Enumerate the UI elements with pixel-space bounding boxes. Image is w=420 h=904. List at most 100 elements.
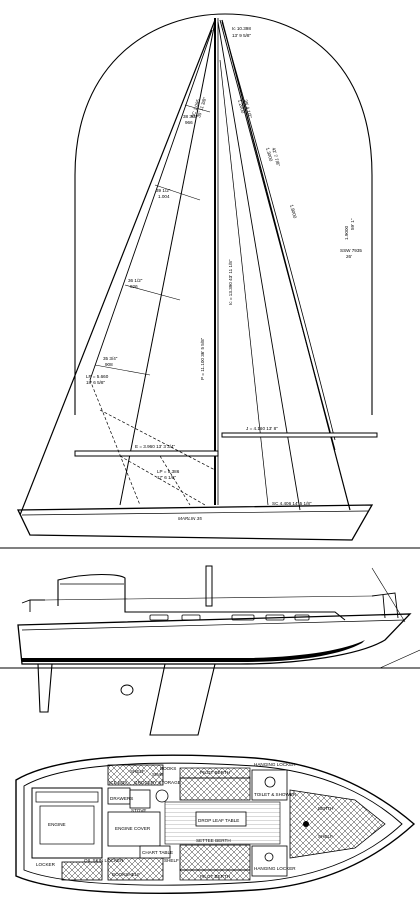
upper-mark-4: 42' 7 7/8" [271, 147, 281, 167]
boom [74, 450, 219, 457]
plan-label-34: DRAWERS [110, 796, 133, 801]
plan-label-51: HANGING LOCKER [254, 866, 296, 871]
jib-dashes [89, 379, 216, 506]
upper-mark-2: 39' 4 1/2" [243, 99, 253, 119]
accom-labels: ICE BOX SHELF SINK DRAWERS GROCERY STORA… [36, 762, 334, 879]
upper-mark-7: 59' 1" [350, 218, 355, 230]
profile-hull [17, 613, 412, 665]
plan-label-47: BOOKSHELF [112, 872, 140, 877]
boom-foot: E = 3.960 13' 3 3/4" [135, 444, 176, 449]
inner-hull [23, 762, 403, 886]
chart-table [139, 845, 171, 859]
profile-mast-stub [205, 565, 213, 607]
pilot-berth-port [179, 869, 251, 881]
cockpit-well [39, 805, 95, 845]
upper-mark-5: 1.8000 [289, 204, 298, 219]
upper-mark-6: 1.9000 [344, 226, 349, 240]
profile-forestay [371, 567, 406, 623]
head-dim: Ic 10.398 [232, 26, 251, 31]
plan-label-39: TOILET & SHOWER [254, 792, 297, 797]
plan-label-44: SETTEE BERTH [196, 838, 231, 843]
roach-3: 926 [130, 284, 138, 289]
genoa-1: LP = 5.386 [157, 469, 180, 474]
skeg [37, 663, 53, 713]
plan-label-50: SHELF [164, 858, 179, 863]
profile-view [0, 565, 420, 736]
forehatch [303, 821, 309, 827]
mainsail-leech [219, 19, 336, 451]
head-dim2: 13' 9 5/8" [232, 33, 251, 38]
spinnaker-pole [221, 432, 378, 438]
plan-label-37: PILOT BERTH [200, 770, 230, 775]
quarter-berth [61, 861, 103, 881]
shroud-2 [219, 59, 269, 506]
pilot-berth-stbd [179, 767, 251, 779]
mainsail-roach [221, 21, 336, 441]
dodger [57, 574, 126, 606]
lifeline [44, 595, 373, 601]
settee-port [179, 844, 251, 871]
plan-label-31: ICE BOX [109, 780, 128, 785]
plan-label-36: BOOKS [160, 766, 176, 771]
plan-label-35: GROCERY STORAGE [134, 780, 181, 785]
stern-pulpit [21, 599, 45, 612]
genoa-2: 17' 6 1/8" [157, 475, 176, 480]
backstay-2: 35' 11 3/8" [196, 96, 207, 118]
deck-outline [15, 754, 416, 894]
toilet [264, 776, 276, 788]
batten-1: LP = 5.660 [86, 374, 109, 379]
sail-plan-hull [16, 504, 374, 541]
keel [149, 663, 216, 736]
aft-stbd-berth [107, 764, 164, 786]
settee-stbd [179, 777, 251, 801]
girth-1: 38 3/4" [183, 114, 198, 119]
cockpit-seat [35, 791, 99, 803]
plan-label-41: ENGINE COVER [115, 826, 151, 831]
forestay [19, 19, 216, 516]
sail-plan: Ic 10.398 13' 9 5/8" P = 11.100 36' 5 5/… [0, 13, 420, 549]
propeller [120, 684, 134, 696]
plan-label-52: PILOT BERTH [200, 874, 230, 879]
hull-stripe [22, 640, 365, 662]
upper-mark-1: 1.2000 [237, 99, 246, 114]
plan-label-53: ENGINE [48, 822, 66, 827]
shroud [217, 21, 301, 511]
sink [155, 789, 169, 803]
roach-4: 908 [105, 362, 113, 367]
mainsail-luff: P = 11.100 36' 5 5/8" [200, 337, 205, 380]
engine-cover [107, 811, 161, 847]
girth-3: 36 1/2" [128, 278, 143, 283]
plan-label-42: CHART TABLE [142, 850, 173, 855]
backstay [221, 19, 351, 511]
upper-mark-3: 1.3000 [265, 147, 274, 162]
plan-label-43: DROP LEAF TABLE [198, 818, 239, 823]
roach-2: 1.004 [158, 194, 170, 199]
profile-sea [379, 649, 420, 669]
plan-label-45: BERTH [318, 806, 334, 811]
staysail-1: SSW 7935 [340, 248, 362, 253]
plan-label-49: SHELF [318, 834, 333, 839]
aft-port-berth [107, 857, 164, 881]
genoa-leech [119, 21, 216, 506]
hull-name: MARLIN 35 [178, 516, 202, 521]
girth-2: 39 1/2" [156, 188, 171, 193]
mast-step [264, 852, 274, 862]
stove [129, 789, 151, 809]
batten-2: 18' 6 5/8" [86, 380, 105, 385]
accommodation-plan: ICE BOX SHELF SINK DRAWERS GROCERY STORA… [15, 754, 416, 894]
mast-height: Ic = 13.390 43' 11 1/8" [228, 259, 233, 305]
plan-label-32: SHELF [130, 769, 145, 774]
plan-label-48: OIL SKIN LOCKER [84, 858, 124, 863]
plan-label-46: LOCKER [36, 862, 56, 867]
drop-leaf-table [195, 811, 247, 827]
plan-label-33: SINK [152, 772, 164, 777]
backstay-1: BC 1.095 [190, 98, 201, 118]
j-dim: J = 4.160 13' 8" [246, 426, 278, 431]
sail-plan-sheer [21, 510, 369, 516]
plan-label-40: STOVE [131, 808, 147, 813]
inner-forestay [89, 29, 213, 381]
spinnaker-outline [74, 13, 373, 415]
sheer-line [21, 619, 406, 631]
jib-girths [94, 104, 211, 376]
